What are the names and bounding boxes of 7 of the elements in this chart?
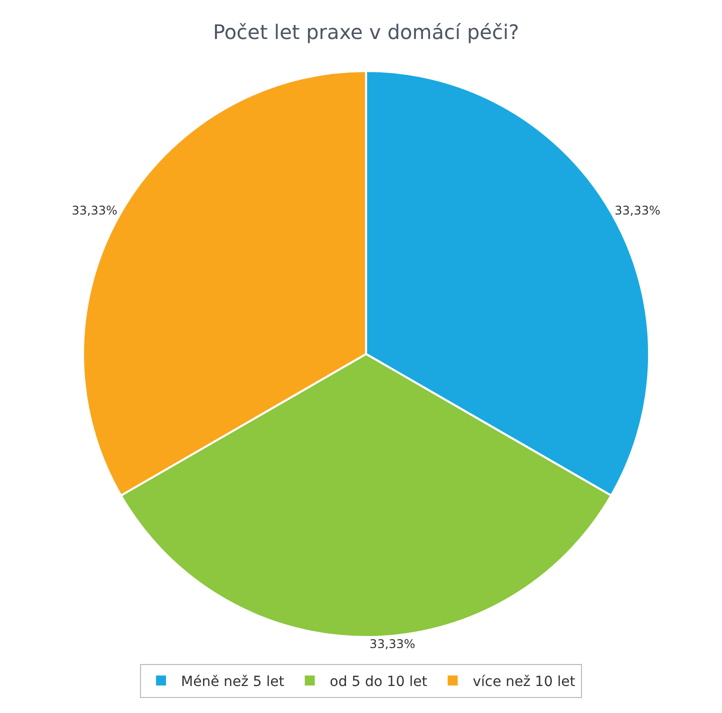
data-label: 33,33%: [614, 204, 660, 218]
chart-title: Počet let praxe v domácí péči?: [212, 20, 520, 44]
legend-label: Méně než 5 let: [181, 674, 285, 690]
legend-label: od 5 do 10 let: [330, 674, 428, 690]
data-label: 33,33%: [370, 637, 416, 652]
legend-label: více než 10 let: [472, 674, 576, 690]
data-label: 33,33%: [72, 204, 118, 218]
